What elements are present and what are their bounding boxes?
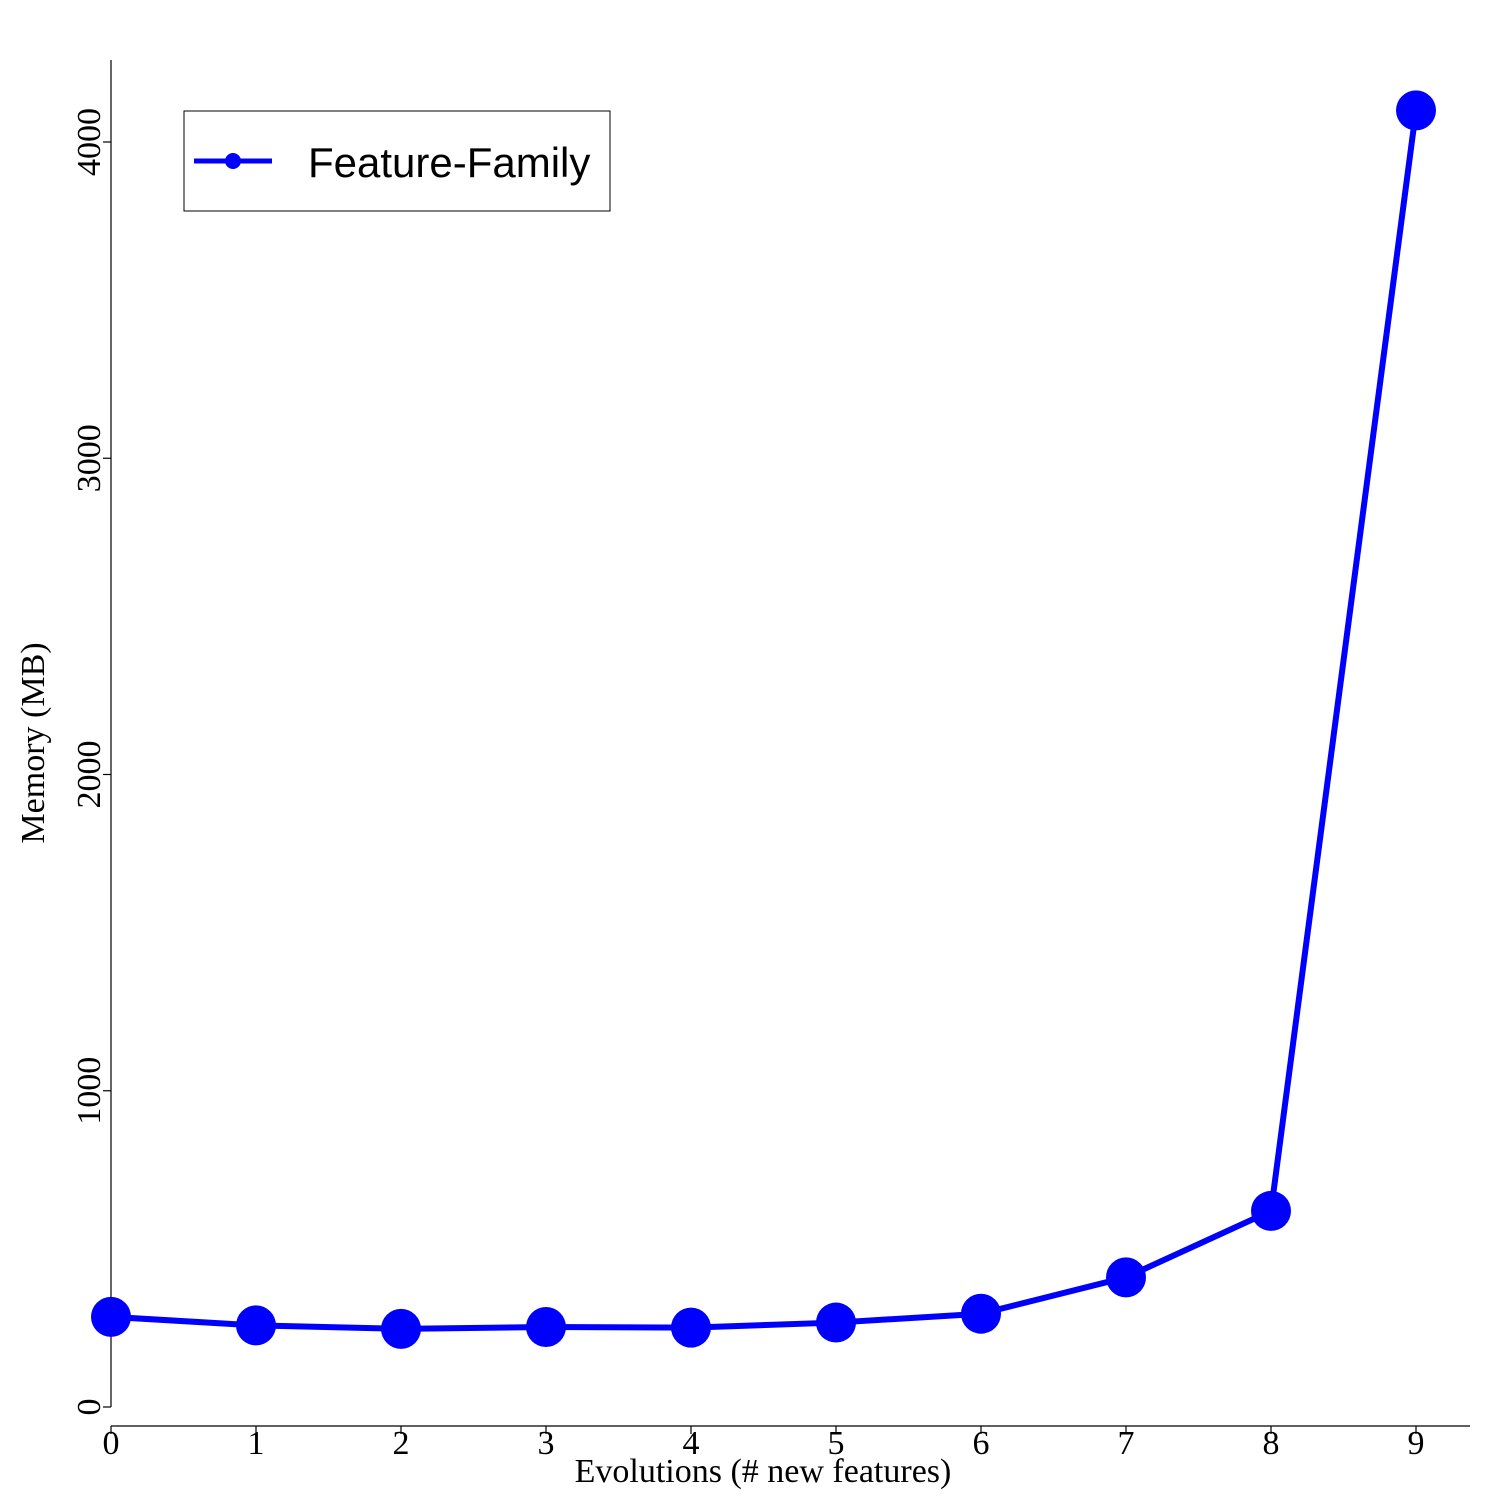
legend-box (183, 110, 611, 212)
x-tick-label: 1 (248, 1425, 265, 1462)
x-axis-title: Evolutions (# new features) (575, 1453, 952, 1490)
x-tick-label: 3 (538, 1425, 555, 1462)
series-layer (91, 90, 1436, 1349)
x-tick-label: 2 (393, 1425, 410, 1462)
data-point (91, 1296, 131, 1337)
y-tick-label: 1000 (71, 1057, 108, 1125)
series-line (110, 109, 1419, 1332)
data-point (236, 1305, 276, 1346)
data-point (1251, 1190, 1291, 1231)
y-ticks: 0 1000 2000 3000 4000 (71, 108, 111, 1416)
data-point (381, 1308, 421, 1349)
data-point (671, 1307, 711, 1348)
legend-marker-swatch (225, 153, 241, 169)
x-tick-label: 4 (683, 1425, 700, 1462)
x-ticks: 0 1 2 3 4 5 6 7 8 9 (103, 1425, 1425, 1462)
y-axis-title: Memory (MB) (15, 642, 52, 843)
y-tick-label: 4000 (71, 108, 108, 176)
x-tick-label: 0 (103, 1425, 120, 1462)
x-tick-label: 6 (973, 1425, 990, 1462)
legend-label: Feature-Family (308, 139, 590, 186)
x-tick-label: 8 (1263, 1425, 1280, 1462)
y-tick-label: 2000 (71, 741, 108, 809)
legend: Feature-Family (183, 110, 611, 212)
x-tick-label: 5 (828, 1425, 845, 1462)
data-point (1396, 90, 1436, 131)
axes (110, 60, 1470, 1427)
y-tick-label: 3000 (71, 424, 108, 492)
data-point (526, 1306, 566, 1347)
data-point (961, 1293, 1001, 1334)
x-tick-label: 9 (1408, 1425, 1425, 1462)
x-tick-label: 7 (1118, 1425, 1135, 1462)
data-point (816, 1302, 856, 1343)
y-tick-label: 0 (71, 1399, 108, 1416)
data-point (1106, 1257, 1146, 1298)
